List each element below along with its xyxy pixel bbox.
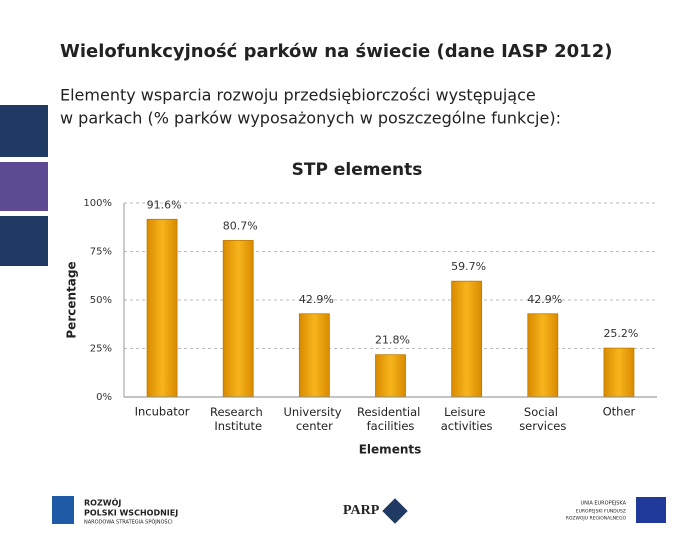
value-label: 42.9% bbox=[527, 293, 562, 306]
logo-text: NARODOWA STRATEGIA SPÓJNOŚCI bbox=[84, 519, 173, 526]
chart-title: STP elements bbox=[292, 160, 423, 180]
footer: ROZWÓJ POLSKI WSCHODNIEJ NARODOWA STRATE… bbox=[52, 496, 666, 526]
value-label: 42.9% bbox=[299, 293, 334, 306]
logo-text: ROZWOJU REGIONALNEGO bbox=[566, 516, 627, 522]
x-tick-label: Social services bbox=[519, 405, 566, 433]
y-tick-label: 50% bbox=[90, 295, 112, 306]
bar bbox=[527, 313, 559, 398]
slide-title: Wielofunkcyjność parków na świecie (dane… bbox=[60, 41, 612, 62]
bar bbox=[603, 347, 635, 398]
x-tick-label: Research Institute bbox=[210, 405, 266, 433]
y-tick-label: 75% bbox=[90, 247, 112, 258]
bar bbox=[222, 240, 254, 398]
decor-block bbox=[0, 162, 48, 211]
bar bbox=[375, 354, 406, 398]
y-tick-label: 100% bbox=[83, 198, 112, 209]
x-tick-label: Leisure activities bbox=[441, 405, 493, 433]
logo-icon bbox=[52, 496, 74, 524]
value-label: 59.7% bbox=[451, 260, 486, 273]
logo-text: EUROPEJSKI FUNDUSZ bbox=[576, 509, 626, 515]
logo-text: PARP bbox=[343, 503, 380, 518]
y-tick-label: 25% bbox=[90, 344, 112, 355]
bar bbox=[298, 313, 330, 398]
logo-text: ROZWÓJ bbox=[84, 497, 121, 508]
value-label: 21.8% bbox=[375, 334, 410, 347]
subtitle: w parkach (% parków wyposażonych w poszc… bbox=[60, 109, 561, 128]
eu-flag bbox=[636, 497, 666, 523]
x-tick-label: Other bbox=[603, 405, 636, 419]
decor-block bbox=[0, 105, 48, 157]
value-label: 91.6% bbox=[147, 198, 182, 211]
value-label: 25.2% bbox=[603, 327, 638, 340]
logo-text: UNIA EUROPEJSKA bbox=[580, 501, 626, 507]
x-tick-label: Residential facilities bbox=[357, 405, 424, 433]
x-axis-title: Elements bbox=[359, 443, 422, 457]
bar bbox=[146, 218, 178, 398]
x-tick-label: Incubator bbox=[135, 405, 190, 419]
decor-block bbox=[0, 216, 48, 266]
subtitle: Elementy wsparcia rozwoju przedsiębiorcz… bbox=[60, 86, 536, 105]
y-tick-label: 0% bbox=[96, 392, 112, 403]
bar bbox=[451, 280, 483, 398]
value-label: 80.7% bbox=[223, 219, 258, 232]
y-axis-title: Percentage bbox=[65, 261, 79, 338]
logo-text: POLSKI WSCHODNIEJ bbox=[84, 509, 178, 518]
logo-icon bbox=[382, 498, 408, 524]
x-tick-label: University center bbox=[284, 405, 346, 433]
